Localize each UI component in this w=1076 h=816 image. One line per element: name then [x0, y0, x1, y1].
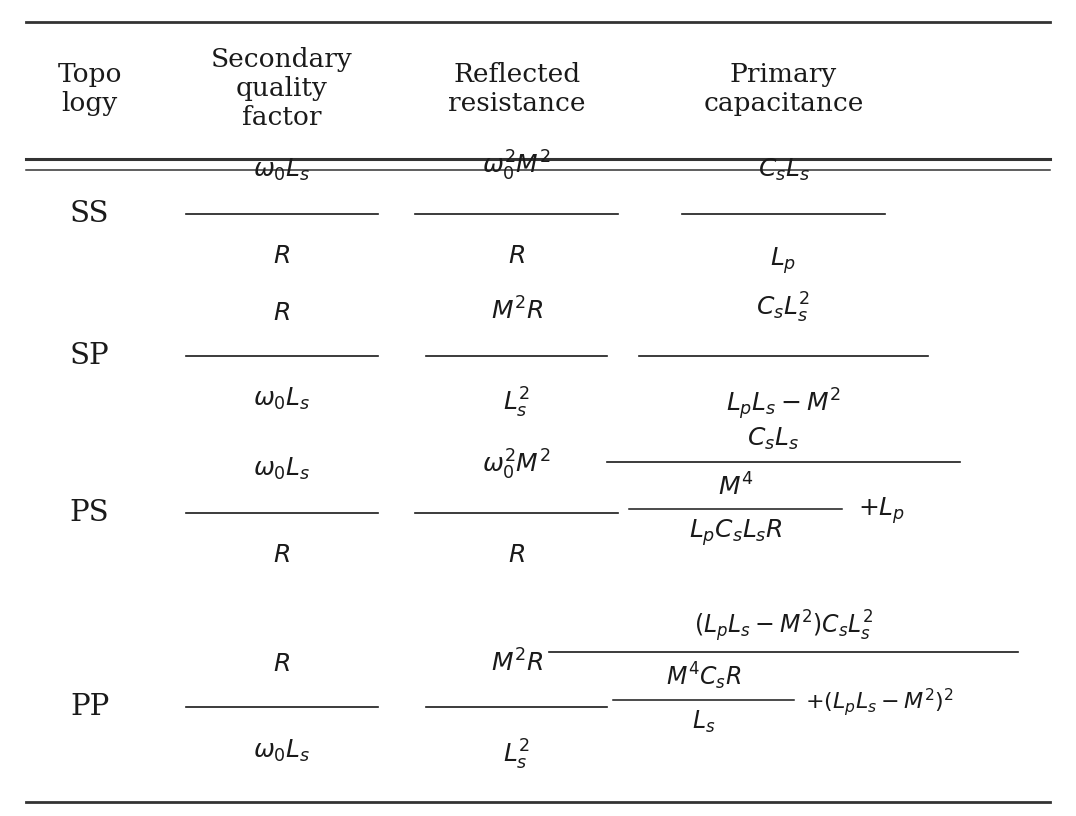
- Text: $+ (L_p L_s - M^2)^2$: $+ (L_p L_s - M^2)^2$: [805, 686, 954, 718]
- Text: $\omega_0 L_s$: $\omega_0 L_s$: [253, 456, 311, 482]
- Text: $R$: $R$: [273, 245, 291, 268]
- Text: $\omega_0^2 M^2$: $\omega_0^2 M^2$: [482, 149, 551, 184]
- Text: $C_s L_s$: $C_s L_s$: [747, 426, 798, 452]
- Text: $R$: $R$: [273, 653, 291, 676]
- Text: $R$: $R$: [273, 302, 291, 325]
- Text: $M^2 R$: $M^2 R$: [491, 298, 542, 325]
- Text: $C_s L_s^2$: $C_s L_s^2$: [756, 290, 810, 325]
- Text: $M^2 R$: $M^2 R$: [491, 649, 542, 676]
- Text: $L_s$: $L_s$: [692, 708, 716, 734]
- Text: $R$: $R$: [273, 543, 291, 566]
- Text: SS: SS: [70, 200, 110, 228]
- Text: $\omega_0 L_s$: $\omega_0 L_s$: [253, 738, 311, 764]
- Text: $\omega_0^2 M^2$: $\omega_0^2 M^2$: [482, 448, 551, 482]
- Text: $\omega_0 L_s$: $\omega_0 L_s$: [253, 157, 311, 184]
- Text: $M^4 C_s R$: $M^4 C_s R$: [666, 661, 741, 692]
- Text: SP: SP: [70, 342, 110, 370]
- Text: $R$: $R$: [508, 245, 525, 268]
- Text: $C_s L_s$: $C_s L_s$: [758, 157, 809, 184]
- Text: PS: PS: [70, 499, 110, 527]
- Text: $L_s^2$: $L_s^2$: [504, 386, 530, 420]
- Text: $+ L_p$: $+ L_p$: [859, 495, 906, 526]
- Text: $\omega_0 L_s$: $\omega_0 L_s$: [253, 386, 311, 412]
- Text: $(L_p L_s - M^2)C_s L_s^2$: $(L_p L_s - M^2)C_s L_s^2$: [694, 608, 873, 644]
- Text: Secondary
quality
factor: Secondary quality factor: [211, 47, 353, 131]
- Text: Primary
capacitance: Primary capacitance: [704, 62, 864, 116]
- Text: $R$: $R$: [508, 543, 525, 566]
- Text: $M^4$: $M^4$: [718, 473, 753, 501]
- Text: Reflected
resistance: Reflected resistance: [448, 62, 585, 116]
- Text: $L_s^2$: $L_s^2$: [504, 738, 530, 772]
- Text: $L_p L_s - M^2$: $L_p L_s - M^2$: [726, 386, 841, 422]
- Text: $L_p C_s L_s R$: $L_p C_s L_s R$: [689, 517, 782, 548]
- Text: Topo
logy: Topo logy: [57, 62, 122, 116]
- Text: PP: PP: [70, 693, 109, 721]
- Text: $L_p$: $L_p$: [770, 245, 796, 276]
